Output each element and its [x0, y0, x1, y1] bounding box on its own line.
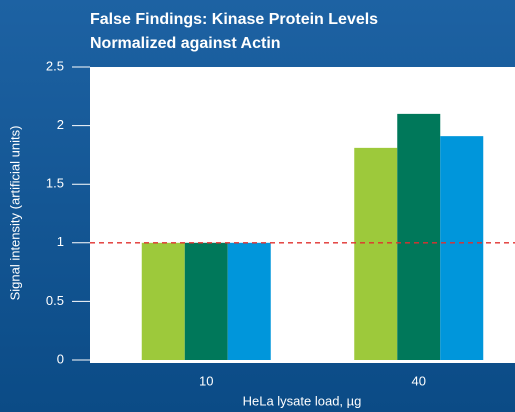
chart-title: Normalized against Actin [90, 35, 281, 52]
bar [440, 136, 484, 360]
bar [184, 242, 228, 360]
y-tick-label: 0.5 [46, 293, 64, 308]
bar [354, 147, 398, 360]
x-axis-label: HeLa lysate load, µg [243, 393, 362, 408]
bar [397, 113, 441, 360]
bar [141, 242, 185, 360]
y-tick-label: 1.5 [46, 176, 64, 191]
x-tick-label: 10 [199, 373, 213, 388]
y-tick-label: 1 [57, 234, 64, 249]
chart-title: False Findings: Kinase Protein Levels [90, 11, 378, 28]
y-tick-label: 2.5 [46, 58, 64, 73]
y-tick-label: 2 [57, 117, 64, 132]
x-tick-label: 40 [412, 373, 426, 388]
y-tick-label: 0 [57, 351, 64, 366]
y-axis-label: Signal intensity (artificial units) [7, 126, 22, 301]
bar [227, 242, 271, 360]
